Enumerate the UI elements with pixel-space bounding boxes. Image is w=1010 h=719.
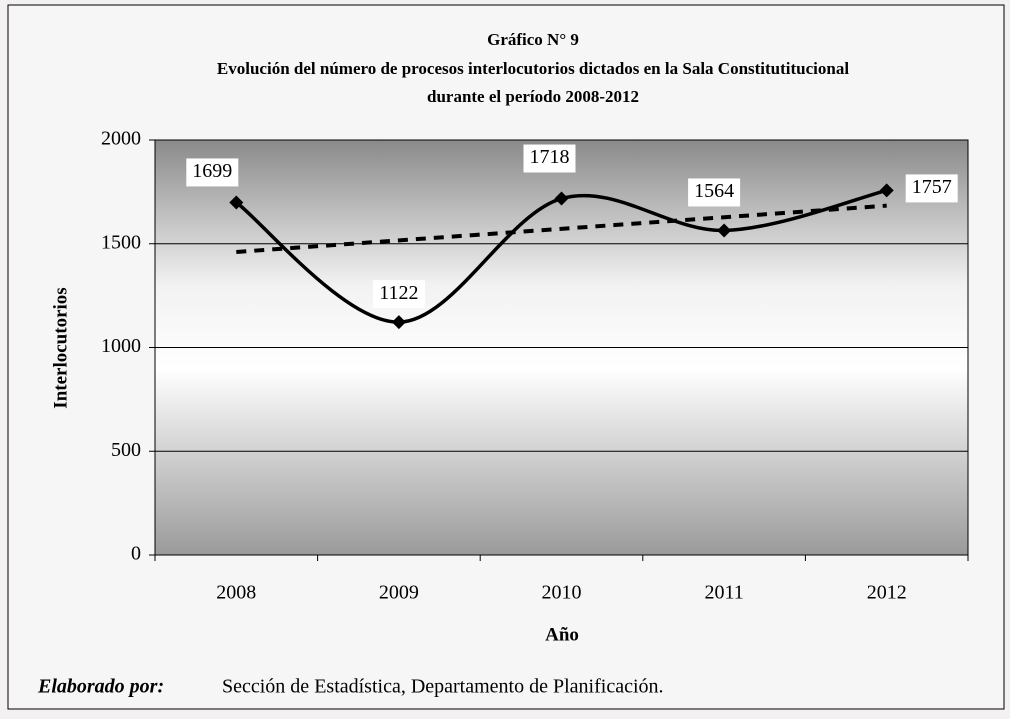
source: Sección de Estadística, Departamento de … [222,676,664,698]
data-label-box [905,174,958,203]
data-label: 1718 [530,146,570,168]
x-axis-label: Año [545,624,579,645]
marker [717,223,732,238]
data-label: 1699 [192,160,232,182]
y-tick-label: 2000 [101,128,141,150]
marker [391,315,406,330]
data-label: 1564 [694,180,734,202]
chart-title: Gráfico N° 9 [487,30,579,49]
source-label: Elaborado por: [37,676,164,698]
trend-line [236,203,887,254]
x-tick-label: 2010 [542,582,582,604]
x-tick-label: 2012 [867,582,907,604]
y-tick-label: 500 [111,439,141,461]
data-label-box [186,158,239,187]
y-tick-label: 1000 [101,335,141,357]
x-tick-label: 2008 [216,582,256,604]
x-tick-label: 2009 [379,582,419,604]
marker [879,183,894,198]
data-label: 1122 [379,282,418,304]
data-label-box [523,144,576,173]
data-label-box [372,280,425,309]
marker [229,195,244,210]
y-tick-label: 0 [131,543,141,565]
y-axis-label: Interlocutorios [50,287,71,408]
data-label: 1757 [912,176,952,198]
y-tick-label: 1500 [101,231,141,253]
chart-title: durante el período 2008-2012 [427,87,639,106]
chart-title: Evolución del número de procesos interlo… [217,59,849,78]
data-label-box [688,178,741,207]
line [235,188,888,324]
marker [554,191,569,206]
x-tick-label: 2011 [704,582,743,604]
